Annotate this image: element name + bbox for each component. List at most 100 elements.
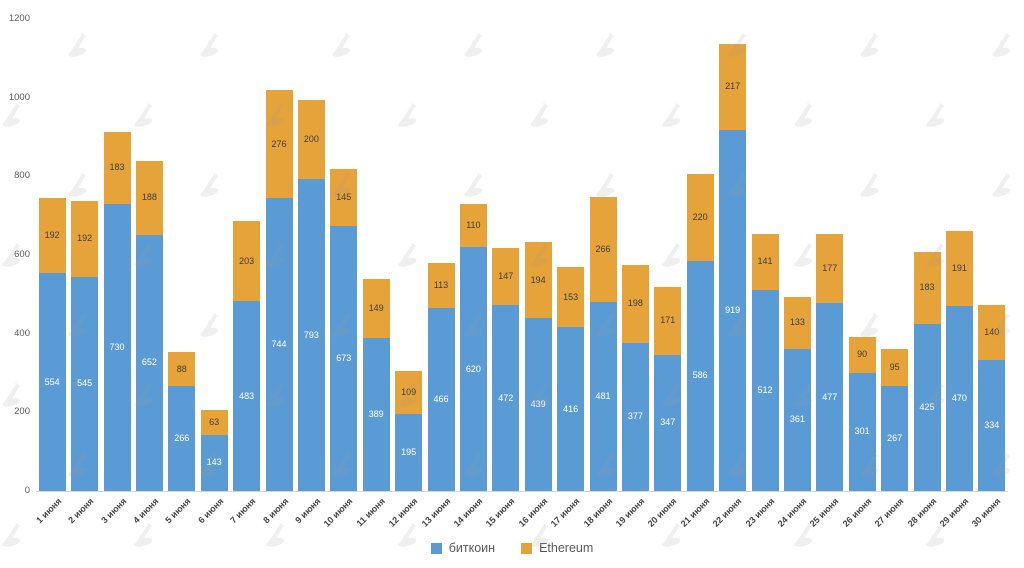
bar-segment-ethereum: 177	[816, 233, 844, 304]
bar-segment-ethereum: 88	[168, 351, 196, 387]
bar-value-label: 110	[466, 219, 481, 230]
bar-segment-bitcoin: 425	[913, 323, 941, 491]
bar-segment-bitcoin: 389	[362, 337, 390, 491]
bar-value-label: 301	[854, 426, 870, 437]
bar-segment-bitcoin: 477	[816, 303, 844, 491]
bar-value-label: 472	[498, 392, 514, 403]
bar-segment-bitcoin: 483	[233, 301, 261, 491]
bar-group: 149 389	[362, 279, 390, 491]
bar-segment-bitcoin: 334	[978, 359, 1006, 491]
bar-segment-ethereum: 192	[71, 201, 99, 277]
bar-group: 153 416	[557, 267, 585, 491]
bar-value-label: 200	[303, 134, 319, 145]
x-axis-label: 10 июня	[322, 496, 355, 529]
x-axis-label: 15 июня	[484, 496, 517, 529]
bar-group: 200 793	[297, 100, 325, 491]
bar-value-label: 192	[44, 229, 60, 240]
forklog-logo-icon	[992, 172, 1011, 197]
bar-value-label: 220	[692, 211, 708, 222]
bar-group: 110 620	[459, 203, 487, 491]
bitcoin-swatch-icon	[430, 542, 442, 554]
bar-value-label: 361	[789, 414, 805, 425]
forklog-logo-icon	[68, 172, 87, 197]
forklog-logo-icon	[200, 312, 219, 337]
bar-value-label: 730	[109, 341, 125, 352]
x-axis-label: 27 июня	[872, 496, 906, 529]
forklog-logo-icon	[662, 102, 681, 127]
bar-value-label: 425	[919, 401, 935, 412]
bar-value-label: 192	[77, 233, 93, 244]
x-axis-label: 28 июня	[905, 496, 939, 529]
x-axis-label: 21 июня	[678, 496, 712, 529]
bar-segment-bitcoin: 266	[168, 386, 196, 491]
bar-segment-bitcoin: 554	[38, 273, 66, 491]
forklog-logo-icon	[860, 172, 879, 197]
bar-value-label: 183	[109, 162, 125, 173]
x-axis-label: 20 июня	[646, 496, 679, 529]
bar-segment-ethereum: 200	[297, 100, 325, 180]
bar-value-label: 416	[563, 403, 579, 414]
bar-segment-bitcoin: 470	[945, 306, 973, 491]
bar-value-label: 141	[757, 256, 773, 267]
bar-segment-bitcoin: 620	[459, 247, 487, 491]
legend-label-bitcoin: биткоин	[448, 541, 496, 555]
y-axis-tick-label: 1000	[8, 91, 30, 103]
bar-segment-bitcoin: 267	[881, 385, 909, 491]
bar-value-label: 95	[889, 361, 900, 372]
bar-segment-ethereum: 145	[330, 169, 358, 227]
x-axis-label: 14 июня	[451, 496, 485, 529]
bar-value-label: 919	[725, 304, 741, 315]
bar-group: 188 652	[135, 160, 163, 491]
x-axis-label: 16 июня	[516, 496, 550, 529]
bar-value-label: 183	[919, 282, 935, 293]
x-axis-label: 22 июня	[710, 496, 744, 529]
bar-segment-ethereum: 147	[492, 247, 520, 306]
bar-group: 147 472	[492, 247, 520, 491]
legend-item-ethereum: Ethereum	[521, 541, 593, 555]
y-axis-tick-label: 1200	[8, 13, 30, 24]
bar-segment-bitcoin: 586	[686, 260, 714, 491]
y-axis-tick-label: 0	[24, 485, 30, 496]
bar-group: 183 730	[103, 131, 131, 491]
bar-group: 95 267	[881, 348, 909, 491]
bar-value-label: 334	[984, 419, 1000, 430]
bar-segment-bitcoin: 377	[621, 342, 649, 491]
bar-value-label: 194	[530, 274, 546, 285]
bar-value-label: 276	[271, 138, 287, 149]
bar-segment-ethereum: 109	[395, 371, 423, 415]
x-axis-label: 24 июня	[775, 496, 809, 529]
forklog-logo-icon	[596, 32, 615, 57]
bar-segment-ethereum: 198	[621, 264, 649, 343]
bar-segment-ethereum: 266	[589, 197, 617, 302]
x-axis-label: 29 июня	[937, 496, 971, 529]
bar-value-label: 481	[595, 390, 611, 401]
x-axis-label: 25 июня	[808, 496, 841, 529]
bar-segment-bitcoin: 730	[103, 203, 131, 491]
bar-segment-bitcoin: 143	[200, 434, 228, 491]
bar-value-label: 177	[822, 263, 838, 274]
forklog-logo-icon	[464, 172, 483, 197]
bar-value-label: 347	[660, 417, 676, 428]
bar-value-label: 389	[368, 408, 384, 419]
x-axis-label: 3 июня	[98, 496, 129, 526]
bar-value-label: 145	[336, 192, 352, 203]
forklog-logo-icon	[662, 242, 681, 267]
bar-value-label: 147	[498, 270, 514, 281]
forklog-logo-icon	[530, 102, 549, 127]
x-axis-label: 30 июня	[970, 496, 1003, 529]
bar-value-label: 266	[595, 243, 611, 254]
y-axis-tick-label: 800	[14, 170, 30, 182]
bar-value-label: 63	[209, 416, 220, 427]
bar-group: 113 466	[427, 263, 455, 491]
bar-segment-bitcoin: 361	[783, 349, 811, 491]
bar-value-label: 620	[465, 363, 481, 374]
bar-group: 266 481	[589, 197, 617, 491]
bar-value-label: 143	[206, 457, 222, 468]
bar-segment-bitcoin: 481	[589, 301, 617, 491]
bar-value-label: 466	[433, 393, 449, 404]
bar-segment-ethereum: 183	[103, 131, 131, 204]
x-axis-label: 4 июня	[131, 496, 161, 526]
bar-segment-ethereum: 192	[38, 197, 66, 274]
bar-segment-ethereum: 188	[135, 160, 163, 235]
bar-segment-bitcoin: 416	[557, 327, 585, 491]
